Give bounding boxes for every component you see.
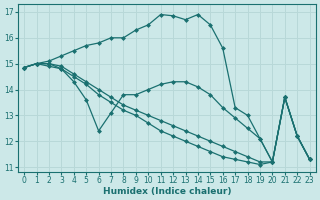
X-axis label: Humidex (Indice chaleur): Humidex (Indice chaleur) bbox=[103, 187, 231, 196]
